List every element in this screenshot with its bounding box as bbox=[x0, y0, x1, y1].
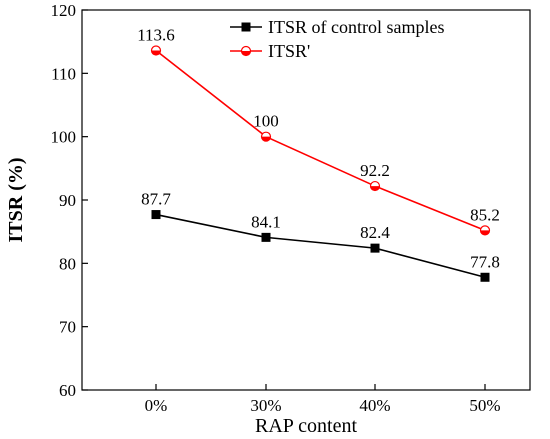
x-tick-label: 50% bbox=[469, 396, 500, 415]
data-point-fill bbox=[261, 136, 271, 142]
x-tick-label: 30% bbox=[250, 396, 281, 415]
data-point bbox=[480, 272, 490, 282]
legend-item-control: ITSR of control samples bbox=[230, 17, 444, 37]
y-tick-label: 110 bbox=[51, 64, 76, 83]
data-point-fill bbox=[151, 50, 161, 56]
data-point bbox=[151, 210, 161, 220]
y-axis-label: ITSR (%) bbox=[5, 157, 27, 242]
data-label: 77.8 bbox=[470, 252, 500, 271]
series-1: 113.6 100 92.2 85.2 bbox=[137, 26, 500, 236]
y-tick-label: 70 bbox=[59, 318, 76, 337]
data-point-fill bbox=[480, 230, 490, 235]
data-label: 100 bbox=[253, 112, 279, 131]
legend-marker-itsr-prime-fill bbox=[241, 51, 251, 56]
series-0: 87.7 84.1 82.4 77.8 bbox=[141, 190, 500, 282]
x-tick-label: 40% bbox=[359, 396, 390, 415]
legend-label-itsr-prime: ITSR' bbox=[268, 41, 310, 61]
y-tick-label: 90 bbox=[59, 191, 76, 210]
legend: ITSR of control samples ITSR' bbox=[230, 17, 444, 61]
legend-item-itsr-prime: ITSR' bbox=[230, 41, 310, 61]
data-point bbox=[261, 232, 271, 242]
y-axis: 60 70 80 90 100 110 120 bbox=[51, 1, 88, 400]
data-point bbox=[370, 243, 380, 253]
data-label: 87.7 bbox=[141, 190, 171, 209]
data-label: 92.2 bbox=[360, 161, 390, 180]
data-label: 85.2 bbox=[470, 205, 500, 224]
y-tick-label: 60 bbox=[59, 381, 76, 400]
y-tick-label: 80 bbox=[59, 254, 76, 273]
data-label: 82.4 bbox=[360, 223, 390, 242]
series-line bbox=[155, 213, 486, 279]
series-layer: 87.7 84.1 82.4 77.8 113.6 100 92.2 85.2 bbox=[137, 26, 500, 282]
x-axis-label: RAP content bbox=[255, 415, 357, 437]
data-label: 84.1 bbox=[251, 212, 281, 231]
series-line bbox=[155, 49, 486, 232]
legend-label-control: ITSR of control samples bbox=[268, 17, 444, 37]
legend-marker-control bbox=[241, 22, 251, 32]
data-point-fill bbox=[370, 186, 380, 191]
data-label: 113.6 bbox=[137, 26, 175, 45]
y-tick-label: 100 bbox=[51, 128, 77, 147]
x-tick-label: 0% bbox=[145, 396, 168, 415]
y-tick-label: 120 bbox=[51, 1, 77, 20]
x-axis: 0% 30% 40% 50% bbox=[145, 384, 501, 415]
